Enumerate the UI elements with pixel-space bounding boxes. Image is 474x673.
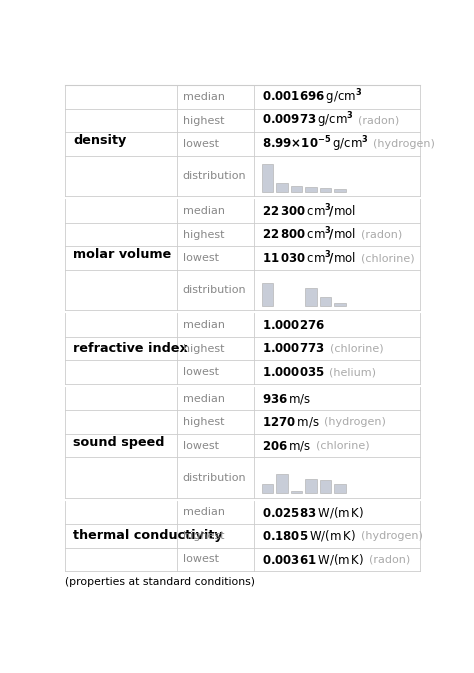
Text: lowest: lowest [182,367,219,377]
Text: $\mathbf{1.000773}$: $\mathbf{1.000773}$ [262,342,325,355]
Text: $\mathbf{0.02583\,\mathrm{W/(m\,K)}}$: $\mathbf{0.02583\,\mathrm{W/(m\,K)}}$ [262,505,364,520]
Text: density: density [73,135,127,147]
Text: $\mathbf{22\,300\,\mathrm{cm}^3\!/\mathrm{mol}}$: $\mathbf{22\,300\,\mathrm{cm}^3\!/\mathr… [262,203,356,220]
Text: thermal conductivity: thermal conductivity [73,530,223,542]
Bar [320,297,331,306]
Text: lowest: lowest [182,441,219,450]
Text: molar volume: molar volume [73,248,172,261]
Text: distribution: distribution [182,171,246,181]
Text: median: median [182,507,225,518]
Text: $\mathbf{22\,800\,\mathrm{cm}^3\!/\mathrm{mol}}$: $\mathbf{22\,800\,\mathrm{cm}^3\!/\mathr… [262,226,356,244]
Bar [291,186,302,192]
Text: $\mathbf{1.000035}$: $\mathbf{1.000035}$ [262,365,325,379]
Text: (hydrogen): (hydrogen) [373,139,435,149]
Text: highest: highest [182,531,224,541]
Text: refractive index: refractive index [73,342,188,355]
Text: median: median [182,92,225,102]
Text: median: median [182,206,225,216]
Bar [262,164,273,192]
Bar [305,479,317,493]
Text: lowest: lowest [182,555,219,565]
Bar [291,491,302,493]
Text: highest: highest [182,417,224,427]
Bar [334,485,346,493]
Text: (helium): (helium) [329,367,376,377]
Text: lowest: lowest [182,253,219,263]
Text: lowest: lowest [182,139,219,149]
Text: $\mathbf{0.00973\,\mathrm{g/cm}^3}$: $\mathbf{0.00973\,\mathrm{g/cm}^3}$ [262,111,354,131]
Text: sound speed: sound speed [73,436,165,449]
Text: $\mathbf{11\,030\,\mathrm{cm}^3\!/\mathrm{mol}}$: $\mathbf{11\,030\,\mathrm{cm}^3\!/\mathr… [262,249,356,267]
Text: (chlorine): (chlorine) [329,344,383,353]
Text: distribution: distribution [182,285,246,295]
Text: (hydrogen): (hydrogen) [324,417,386,427]
Text: $\mathbf{8.99{\times}10^{-5}\,\mathrm{g/cm}^3}$: $\mathbf{8.99{\times}10^{-5}\,\mathrm{g/… [262,135,369,154]
Text: $\mathbf{936\,\mathrm{m/s}}$: $\mathbf{936\,\mathrm{m/s}}$ [262,392,311,406]
Text: highest: highest [182,344,224,353]
Bar [305,287,317,306]
Bar [262,283,273,306]
Text: (hydrogen): (hydrogen) [361,531,422,541]
Bar [334,188,346,192]
Text: (radon): (radon) [369,555,410,565]
Text: (properties at standard conditions): (properties at standard conditions) [65,577,255,587]
Text: $\mathbf{0.001696\,\mathrm{g/cm}^3}$: $\mathbf{0.001696\,\mathrm{g/cm}^3}$ [262,87,362,107]
Bar [320,480,331,493]
Text: $\mathbf{1.000276}$: $\mathbf{1.000276}$ [262,318,325,332]
Text: (chlorine): (chlorine) [361,253,414,263]
Bar [305,187,317,192]
Text: $\mathbf{206\,\mathrm{m/s}}$: $\mathbf{206\,\mathrm{m/s}}$ [262,439,311,452]
Bar [320,188,331,192]
Bar [334,303,346,306]
Text: $\mathbf{0.1805\,\mathrm{W/(m\,K)}}$: $\mathbf{0.1805\,\mathrm{W/(m\,K)}}$ [262,528,356,544]
Text: median: median [182,320,225,330]
Text: median: median [182,394,225,404]
Text: (radon): (radon) [358,116,400,126]
Bar [276,183,288,192]
Bar [262,484,273,493]
Text: (radon): (radon) [361,229,402,240]
Bar [276,474,288,493]
Text: (chlorine): (chlorine) [316,441,370,450]
Text: highest: highest [182,116,224,126]
Text: distribution: distribution [182,472,246,483]
Text: $\mathbf{0.00361\,\mathrm{W/(m\,K)}}$: $\mathbf{0.00361\,\mathrm{W/(m\,K)}}$ [262,552,364,567]
Text: $\mathbf{1270\,\mathrm{m/s}}$: $\mathbf{1270\,\mathrm{m/s}}$ [262,415,319,429]
Text: highest: highest [182,229,224,240]
